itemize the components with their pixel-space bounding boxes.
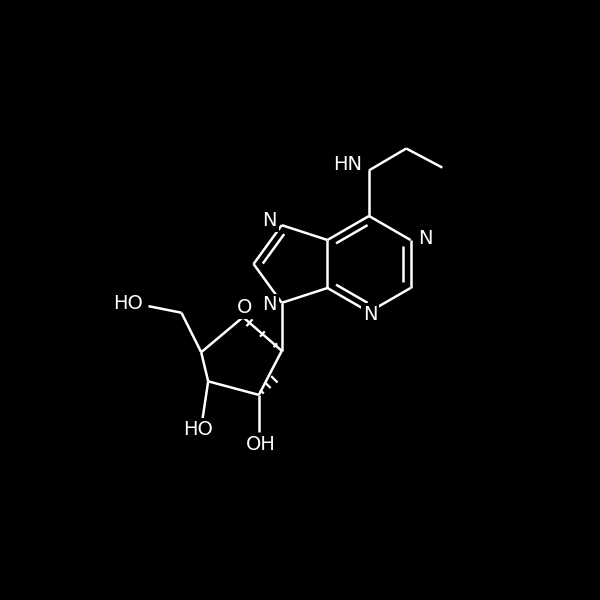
Text: HN: HN bbox=[333, 155, 362, 174]
Text: N: N bbox=[262, 211, 277, 230]
Text: OH: OH bbox=[246, 435, 275, 454]
Text: N: N bbox=[262, 295, 277, 314]
Text: HO: HO bbox=[113, 294, 143, 313]
Text: N: N bbox=[363, 305, 377, 324]
Text: N: N bbox=[418, 229, 432, 248]
Text: HO: HO bbox=[183, 419, 213, 439]
Text: O: O bbox=[236, 298, 252, 317]
